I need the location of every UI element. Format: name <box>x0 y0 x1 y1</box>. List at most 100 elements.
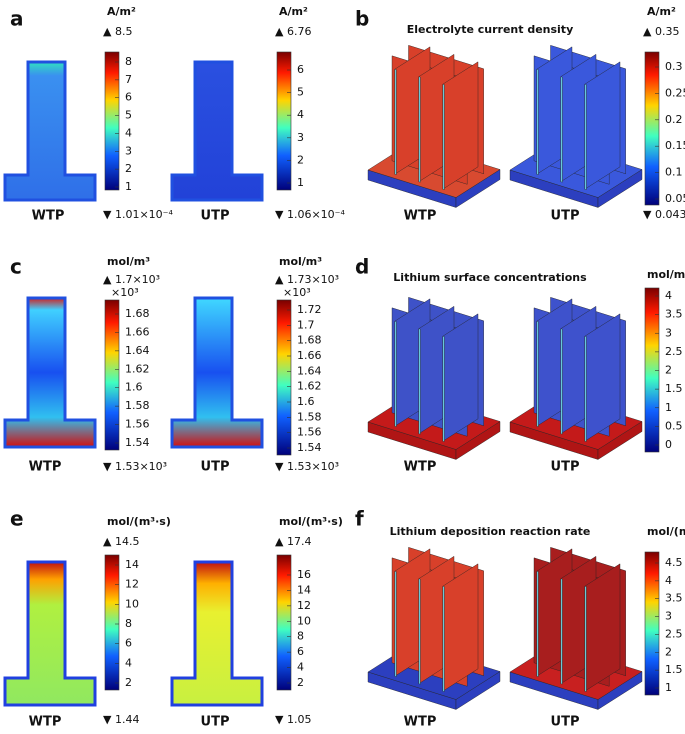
colorbar-tick-label: 0.2 <box>665 113 683 126</box>
panel-label: c <box>10 255 22 279</box>
colorbar-min: ▼ 1.44 <box>103 713 139 726</box>
colorbar-tick-label: 1.66 <box>125 325 150 338</box>
t-domain <box>3 296 97 449</box>
caption: UTP <box>201 460 230 475</box>
colorbar-tick-label: 8 <box>297 630 304 643</box>
plate-edge <box>442 585 445 692</box>
colorbar-tick-label: 1.56 <box>297 426 322 439</box>
colorbar-tick-label: 4 <box>125 126 132 139</box>
colorbar-tick-label: 3 <box>125 144 132 157</box>
colorbar-tick-label: 5 <box>125 109 132 122</box>
colorbar-tick-label: 4 <box>297 661 304 674</box>
colorbar-tick-label: 10 <box>297 614 311 627</box>
colorbar-max: ▲ 14.5 <box>103 535 139 548</box>
colorbar-min: ▼ 1.53×10³ <box>103 460 167 473</box>
colorbar-tick-label: 0.05 <box>665 192 685 205</box>
plate-edge <box>560 328 563 435</box>
colorbar-tick-label: 3 <box>297 131 304 144</box>
colorbar-tick-label: 6 <box>125 91 132 104</box>
colorbar-max: ▲ 1.73×10³ <box>275 273 339 286</box>
colorbar-tick-label: 1.68 <box>297 334 322 347</box>
colorbar-unit: A/m² <box>279 5 308 18</box>
colorbar-tick-label: 1 <box>665 401 672 414</box>
colorbar-tick-label: 4 <box>665 289 672 302</box>
plate-edge <box>442 335 445 442</box>
colorbar-tick-label: 7 <box>125 73 132 86</box>
colorbar-tick-label: 0.25 <box>665 86 685 99</box>
plate-edge <box>394 320 397 427</box>
colorbar-tick-label: 1.6 <box>297 395 315 408</box>
colorbar <box>104 554 120 691</box>
plate-edge <box>394 68 397 175</box>
colorbar-tick-label: 2 <box>125 162 132 175</box>
plate-edge <box>584 335 587 442</box>
colorbar-tick-label: 0.3 <box>665 60 683 73</box>
colorbar-tick-label: 0.5 <box>665 419 683 432</box>
colorbar-tick-label: 4.5 <box>665 556 683 569</box>
t-domain <box>170 296 264 449</box>
colorbar <box>276 299 292 456</box>
panel-label: d <box>355 255 369 279</box>
plate <box>584 313 621 442</box>
plate-edge <box>442 83 445 190</box>
panel-label: a <box>10 7 24 31</box>
plate-edge <box>536 570 539 677</box>
colorbar-tick-label: 1.58 <box>297 410 322 423</box>
colorbar-tick-label: 1 <box>125 180 132 193</box>
plate-edge <box>560 76 563 183</box>
colorbar-tick-label: 1.58 <box>125 399 150 412</box>
colorbar-tick-label: 1.56 <box>125 418 150 431</box>
caption: UTP <box>201 209 230 224</box>
colorbar-tick-label: 6 <box>297 63 304 76</box>
colorbar-tick-label: 2 <box>297 676 304 689</box>
colorbar-tick-label: 1.64 <box>297 364 322 377</box>
colorbar-tick-label: 3 <box>665 326 672 339</box>
caption: WTP <box>404 209 437 224</box>
colorbar-max: ▲ 0.35 <box>643 25 679 38</box>
colorbar-tick-label: 16 <box>297 568 311 581</box>
colorbar-min: ▼ 1.01×10⁻⁴ <box>103 208 173 221</box>
colorbar-tick-label: 3 <box>665 610 672 623</box>
colorbar-tick-label: 8 <box>125 617 132 630</box>
colorbar-tick-label: 2 <box>665 364 672 377</box>
panel-title: Lithium surface concentrations <box>393 271 587 284</box>
plate-edge <box>418 76 421 183</box>
caption: WTP <box>32 209 65 224</box>
colorbar-tick-label: 6 <box>125 637 132 650</box>
t-domain <box>170 60 264 202</box>
colorbar-tick-label: 1.66 <box>297 349 322 362</box>
plate <box>442 563 479 692</box>
plate <box>442 61 479 190</box>
colorbar-tick-label: 1.64 <box>125 344 150 357</box>
colorbar-tick-label: 3.5 <box>665 592 683 605</box>
caption: WTP <box>404 715 437 730</box>
colorbar-unit: A/m² <box>647 5 676 18</box>
colorbar-unit: mol/m³ <box>107 255 150 268</box>
colorbar-unit: mol/m³ <box>647 268 685 281</box>
colorbar-tick-label: 4 <box>125 656 132 669</box>
plate-edge <box>418 328 421 435</box>
colorbar-tick-label: 14 <box>125 558 139 571</box>
colorbar-tick-label: 14 <box>297 583 311 596</box>
colorbar-unit: mol/(m³·s) <box>647 525 685 538</box>
colorbar <box>276 51 292 191</box>
caption: UTP <box>551 460 580 475</box>
t-domain <box>3 60 97 202</box>
colorbar-tick-label: 1.54 <box>297 441 322 454</box>
colorbar-tick-label: 2 <box>665 645 672 658</box>
colorbar-tick-label: 6 <box>297 645 304 658</box>
colorbar <box>104 51 120 191</box>
caption: UTP <box>551 715 580 730</box>
colorbar-tick-label: 2.5 <box>665 345 683 358</box>
colorbar-tick-label: 1.6 <box>125 381 143 394</box>
colorbar <box>104 299 120 451</box>
colorbar-tick-label: 0.1 <box>665 166 683 179</box>
colorbar-tick-label: 2.5 <box>665 627 683 640</box>
plate-edge <box>536 68 539 175</box>
colorbar <box>644 551 660 696</box>
colorbar <box>276 554 292 691</box>
colorbar-tick-label: 1.62 <box>297 380 322 393</box>
colorbar-tick-label: 2 <box>297 153 304 166</box>
colorbar <box>644 287 660 453</box>
